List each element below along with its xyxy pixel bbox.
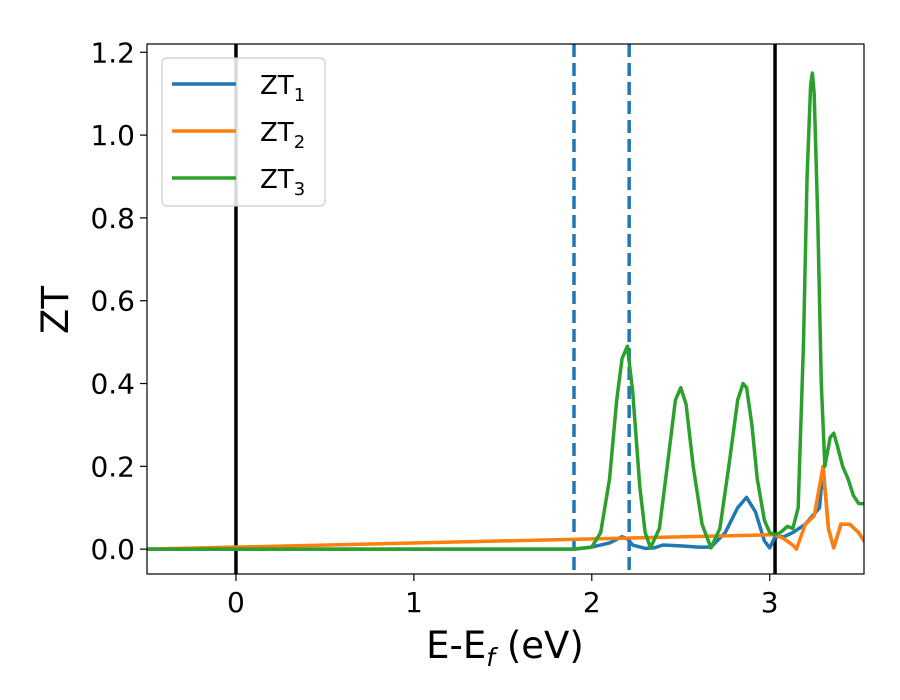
plot-area bbox=[146, 43, 865, 575]
x-axis-label-unit: (eV) bbox=[495, 624, 584, 667]
y-tick-label: 0.2 bbox=[90, 450, 135, 483]
series-line-zt3 bbox=[147, 71, 864, 551]
x-axis-label: E-Ef (eV) bbox=[426, 624, 584, 672]
axes-frame bbox=[146, 43, 865, 575]
x-tick-label: 3 bbox=[761, 586, 779, 619]
y-tick-label: 0.6 bbox=[90, 285, 135, 318]
y-tick-label: 0.0 bbox=[90, 533, 135, 566]
x-tick-label: 2 bbox=[583, 586, 601, 619]
legend: ZT1 ZT2 ZT3 bbox=[161, 57, 326, 207]
legend-label-zt1: ZT1 bbox=[260, 71, 305, 106]
legend-label-zt2: ZT2 bbox=[260, 118, 305, 153]
x-tick-label: 0 bbox=[227, 586, 245, 619]
axis-ticks: 0 1 2 3 0.0 0.2 0.4 0.6 0.8 1.0 1.2 bbox=[90, 36, 778, 619]
x-tick-label: 1 bbox=[405, 586, 423, 619]
legend-label-zt3: ZT3 bbox=[260, 165, 305, 200]
series-line-zt2 bbox=[147, 464, 864, 551]
y-tick-label: 1.2 bbox=[90, 36, 135, 69]
x-axis-label-main: E-E bbox=[426, 624, 486, 667]
y-axis-label: ZT bbox=[34, 286, 77, 334]
y-tick-label: 1.0 bbox=[90, 119, 135, 152]
y-tick-label: 0.8 bbox=[90, 202, 135, 235]
legend-box bbox=[161, 57, 326, 207]
y-tick-label: 0.4 bbox=[90, 368, 135, 401]
